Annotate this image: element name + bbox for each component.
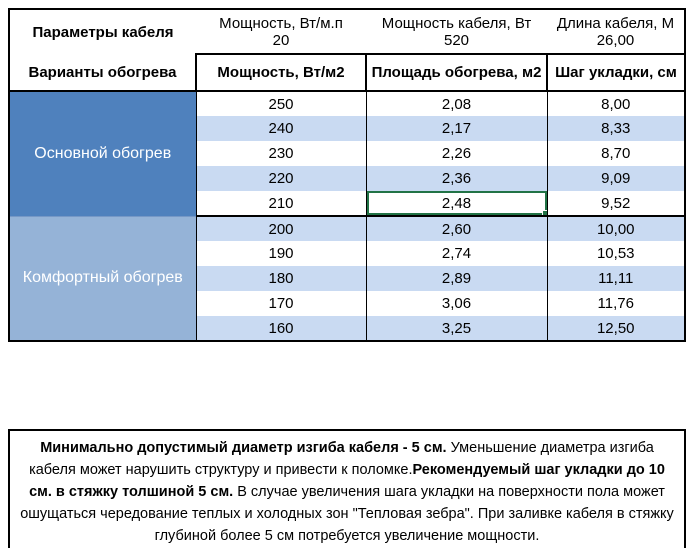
- group-cell-comfort-heating[interactable]: Комфортный обогрев: [9, 216, 196, 341]
- param-label-cell[interactable]: Мощность кабеля, Вт: [381, 15, 532, 32]
- area-cell[interactable]: 2,89: [365, 266, 547, 291]
- selected-cell[interactable]: 2,48: [365, 191, 547, 216]
- step-cell[interactable]: 10,00: [546, 215, 685, 241]
- step-cell[interactable]: 9,09: [546, 166, 685, 191]
- step-cell[interactable]: 11,11: [546, 266, 685, 291]
- power-cell[interactable]: 190: [195, 241, 366, 266]
- power-cell[interactable]: 230: [195, 141, 366, 166]
- param-label-cell[interactable]: Мощность, Вт/м.п: [219, 15, 343, 32]
- table-row: 160 3,25 12,50: [9, 316, 685, 341]
- table-row: 220 2,36 9,09: [9, 166, 685, 191]
- note-bold-recommended-step: Рекомендуемый шаг укладки до 10 см. в ст…: [29, 462, 665, 500]
- power-cell[interactable]: 160: [195, 316, 366, 341]
- column-header-step[interactable]: Шаг укладки, см: [546, 54, 685, 92]
- area-cell[interactable]: 2,60: [365, 215, 547, 241]
- step-cell[interactable]: 10,53: [546, 241, 685, 266]
- power-cell[interactable]: 240: [195, 116, 366, 141]
- param-value-cell[interactable]: 520: [366, 32, 547, 55]
- group-cell-main-heating[interactable]: Основной обогрев: [9, 91, 196, 217]
- table-row: 170 3,06 11,76: [9, 291, 685, 316]
- step-cell[interactable]: 12,50: [546, 316, 685, 341]
- note-text-2: В случае увеличения шага укладки на пове…: [20, 484, 674, 544]
- power-cell[interactable]: 250: [195, 91, 366, 116]
- table-row: 180 2,89 11,11: [9, 266, 685, 291]
- column-header-variants[interactable]: Варианты обогрева: [9, 54, 196, 92]
- table-row: 210 2,48 9,52: [9, 191, 685, 216]
- params-value-row: 20 520 26,00: [9, 32, 685, 55]
- step-cell[interactable]: 8,00: [546, 91, 685, 116]
- column-header-area[interactable]: Площадь обогрева, м2: [365, 54, 547, 92]
- power-cell[interactable]: 180: [195, 266, 366, 291]
- params-label-row: Параметры кабеля Мощность, Вт/м.п Мощнос…: [9, 9, 685, 41]
- power-cell[interactable]: 200: [195, 215, 366, 241]
- step-cell[interactable]: 9,52: [546, 191, 685, 216]
- params-title-cell[interactable]: Параметры кабеля: [32, 23, 174, 41]
- table-row: Комфортный обогрев 200 2,60 10,00: [9, 215, 685, 341]
- heating-table: Параметры кабеля Мощность, Вт/м.п Мощнос…: [8, 8, 686, 342]
- area-cell[interactable]: 2,36: [365, 166, 547, 191]
- note-bold-min-diameter: Минимально допустимый диаметр изгиба каб…: [40, 440, 447, 456]
- param-value-cell[interactable]: 20: [196, 32, 366, 55]
- param-value-cell[interactable]: 26,00: [547, 32, 685, 55]
- area-cell[interactable]: 2,08: [365, 91, 547, 116]
- area-cell[interactable]: 2,17: [365, 116, 547, 141]
- column-header-row: Варианты обогрева Мощность, Вт/м2 Площад…: [9, 54, 685, 92]
- area-cell[interactable]: 3,06: [365, 291, 547, 316]
- power-cell[interactable]: 220: [195, 166, 366, 191]
- column-header-power[interactable]: Мощность, Вт/м2: [195, 54, 366, 92]
- step-cell[interactable]: 8,33: [546, 116, 685, 141]
- table-row: 240 2,17 8,33: [9, 116, 685, 141]
- table-row: 190 2,74 10,53: [9, 241, 685, 266]
- table-row: Основной обогрев 250 2,08 8,00: [9, 91, 685, 217]
- cable-note-box: Минимально допустимый диаметр изгиба каб…: [8, 429, 686, 548]
- area-cell[interactable]: 2,74: [365, 241, 547, 266]
- power-cell[interactable]: 210: [195, 191, 366, 216]
- step-cell[interactable]: 8,70: [546, 141, 685, 166]
- area-cell[interactable]: 2,26: [365, 141, 547, 166]
- param-label-cell[interactable]: Длина кабеля, М: [556, 15, 675, 32]
- step-cell[interactable]: 11,76: [546, 291, 685, 316]
- table-row: 230 2,26 8,70: [9, 141, 685, 166]
- area-cell[interactable]: 3,25: [365, 316, 547, 341]
- power-cell[interactable]: 170: [195, 291, 366, 316]
- note-text-1: Уменьшение диаметра изгиба кабеля может …: [29, 440, 654, 478]
